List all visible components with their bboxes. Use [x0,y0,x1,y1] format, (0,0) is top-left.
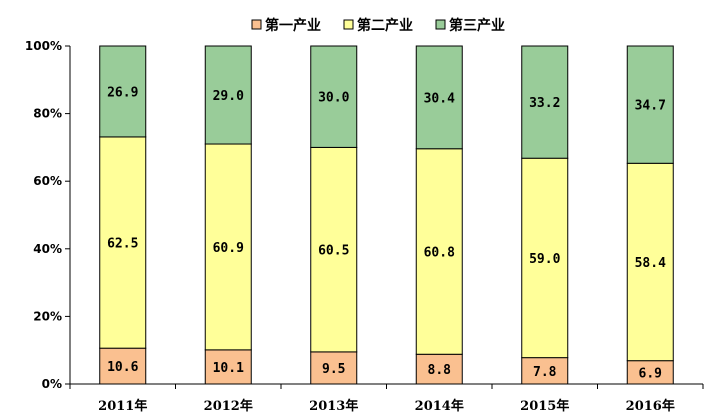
legend-swatch [435,19,446,30]
y-tick-label: 20% [33,309,62,323]
data-label: 8.8 [428,363,452,378]
bar-segment [415,148,463,355]
data-label: 58.4 [635,256,666,271]
y-tick-label: 0% [42,377,62,391]
legend-swatch [343,19,354,30]
data-label: 34.7 [635,99,666,114]
data-label: 10.6 [107,360,138,375]
data-label: 62.5 [107,237,138,252]
bars [99,45,674,385]
chart-legend: 第一产业 第二产业 第三产业 [251,17,505,34]
bar-segment [204,143,252,351]
bar-segment [415,353,463,385]
y-tick-label: 60% [33,174,62,188]
x-tick-label: 2015年 [520,398,569,414]
data-label: 59.0 [529,252,560,267]
bar-segment [99,45,147,138]
bar-segment [521,357,569,385]
y-tick-label: 100% [25,39,62,53]
data-label: 60.5 [318,244,349,259]
x-tick-label: 2011年 [98,398,147,414]
legend-label: 第三产业 [449,17,505,34]
bar-segment [626,45,674,164]
bar-segment [521,157,569,359]
data-label: 26.9 [107,85,138,100]
y-axis: 0% 20% 40% 60% 80% 100% [25,39,71,391]
y-tick-label: 80% [33,107,62,121]
y-tick-label: 40% [33,242,62,256]
data-label: 30.4 [424,91,455,106]
bar-segment [310,146,358,353]
x-axis: 2011年 2012年 2013年 2014年 2015年 2016年 [69,383,704,414]
bar-segment [310,45,358,148]
data-label: 60.9 [213,241,244,256]
x-tick-label: 2013年 [309,398,358,414]
legend-label: 第一产业 [265,17,321,34]
bar-segment [204,45,252,145]
data-label: 9.5 [322,362,345,377]
bar-segment [99,347,147,385]
x-tick-label: 2012年 [204,398,253,414]
data-label: 33.2 [529,96,560,111]
data-label: 29.0 [213,89,244,104]
bar-segment [626,162,674,362]
x-tick-label: 2014年 [415,398,464,414]
bar-segment [99,136,147,349]
bar-segment [415,45,463,150]
data-label: 10.1 [213,361,244,376]
x-tick-label: 2016年 [626,398,675,414]
data-label: 60.8 [424,246,455,261]
data-label: 7.8 [533,365,557,380]
data-label: 6.9 [639,366,662,381]
bar-segment [521,45,569,159]
data-labels: 10.6 62.5 26.9 10.1 60.9 29.0 9.5 60.5 30.0 8.8 60… [107,85,666,381]
legend-label: 第二产业 [357,17,413,34]
legend-swatch [251,19,262,30]
data-label: 30.0 [318,91,349,106]
bar-segment [204,349,252,385]
